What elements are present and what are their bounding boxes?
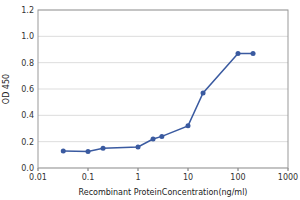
grid-line <box>38 115 288 116</box>
x-tick-label: 0.01 <box>29 173 47 182</box>
data-point <box>136 144 141 149</box>
x-tick-label: 1 <box>135 173 140 182</box>
data-point <box>101 146 106 151</box>
series <box>61 51 256 154</box>
data-point <box>201 90 206 95</box>
y-tick-label: 1.2 <box>21 6 34 15</box>
data-point <box>159 134 164 139</box>
grid-line <box>38 141 288 142</box>
data-point <box>151 137 156 142</box>
data-line <box>63 53 253 151</box>
y-tick-label: 0.0 <box>21 164 34 173</box>
x-axis-label: Recombinant ProteinConcentration(ng/ml) <box>79 188 248 197</box>
data-point <box>251 51 256 56</box>
grid-line <box>38 62 288 63</box>
y-tick-label: 0.4 <box>21 111 34 120</box>
y-tick-label: 0.2 <box>21 138 34 147</box>
y-tick-label: 1.0 <box>21 32 34 41</box>
plot-frame <box>38 10 288 168</box>
y-axis-label: OD 450 <box>2 74 11 104</box>
data-point <box>86 149 91 154</box>
chart: 0.0 0.2 0.4 0.6 0.8 1.0 1.2 0.01 0.1 1 10 100 1000 Re… <box>0 0 300 200</box>
x-tick-label: 100 <box>230 173 245 182</box>
data-point <box>186 123 191 128</box>
x-tick-label: 1000 <box>278 173 298 182</box>
y-tick-label: 0.6 <box>21 85 34 94</box>
x-tick-label: 0.1 <box>82 173 95 182</box>
x-tick-label: 10 <box>183 173 193 182</box>
grid-line <box>38 89 288 90</box>
data-point <box>236 51 241 56</box>
data-point <box>61 148 66 153</box>
y-tick-label: 0.8 <box>21 59 34 68</box>
grid-line <box>38 36 288 37</box>
